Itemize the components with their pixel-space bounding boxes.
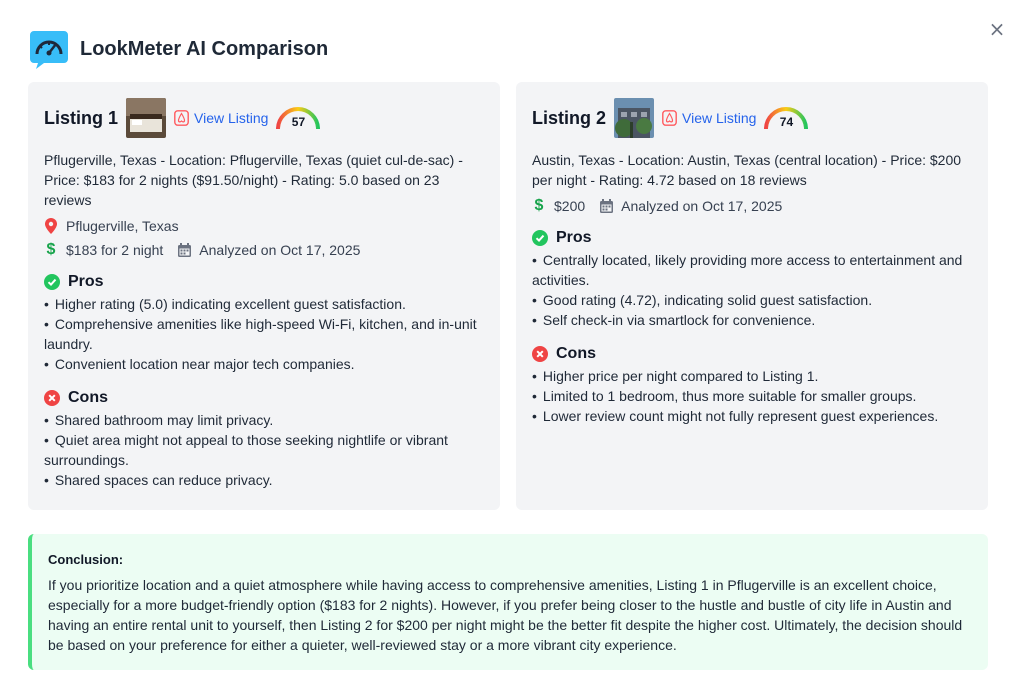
- cons-label: Cons: [68, 389, 108, 406]
- pros-list: Centrally located, likely providing more…: [532, 250, 972, 330]
- calendar-icon: [599, 198, 613, 214]
- gauge-arc-icon: [764, 107, 809, 130]
- dollar-icon: $: [46, 241, 56, 258]
- check-circle-icon: [44, 274, 60, 290]
- listing-price: $183 for 2 night: [66, 242, 164, 258]
- pros-label: Pros: [68, 273, 104, 290]
- listing-title: Listing 1: [44, 107, 119, 128]
- list-item: Self check-in via smartlock for convenie…: [532, 310, 972, 330]
- list-item: Lower review count might not fully repre…: [532, 406, 972, 426]
- calendar-icon: [177, 242, 191, 258]
- bedroom-photo-icon: [126, 98, 167, 138]
- cons-label: Cons: [556, 345, 596, 362]
- listing-price: $200: [554, 198, 586, 214]
- x-circle-icon: [44, 390, 60, 406]
- map-pin-icon: [44, 218, 58, 234]
- list-item: Comprehensive amenities like high-speed …: [44, 314, 484, 354]
- analyzed-date: Analyzed on Oct 17, 2025: [199, 242, 361, 258]
- score-gauge: 57: [274, 103, 322, 133]
- list-item: Convenient location near major tech comp…: [44, 354, 484, 374]
- listing-card-2: Listing 2 View Listing: [516, 82, 988, 510]
- pros-label: Pros: [556, 229, 592, 246]
- airbnb-icon: [174, 110, 189, 126]
- speedometer-logo-icon: [30, 31, 68, 69]
- list-item: Shared bathroom may limit privacy.: [44, 410, 484, 430]
- x-circle-icon: [532, 346, 548, 362]
- conclusion-text: If you prioritize location and a quiet a…: [48, 577, 963, 653]
- view-listing-link[interactable]: View Listing: [194, 110, 269, 126]
- list-item: Shared spaces can reduce privacy.: [44, 470, 484, 490]
- list-item: Good rating (4.72), indicating solid gue…: [532, 290, 972, 310]
- header: LookMeter AI Comparison: [30, 29, 328, 69]
- cons-heading: Cons: [44, 388, 484, 408]
- list-item: Limited to 1 bedroom, thus more suitable…: [532, 386, 972, 406]
- gauge-arc-icon: [276, 107, 321, 130]
- score-value: 74: [779, 115, 794, 129]
- listing-description: Austin, Texas - Location: Austin, Texas …: [532, 152, 962, 188]
- app-title: LookMeter AI Comparison: [80, 37, 329, 60]
- list-item: Higher price per night compared to Listi…: [532, 366, 972, 386]
- conclusion-heading: Conclusion:: [48, 552, 124, 567]
- listing-thumbnail[interactable]: [126, 98, 167, 138]
- list-item: Higher rating (5.0) indicating excellent…: [44, 294, 484, 314]
- airbnb-icon: [662, 110, 677, 126]
- building-photo-icon: [614, 98, 655, 138]
- cons-heading: Cons: [532, 344, 972, 364]
- list-item: Centrally located, likely providing more…: [532, 250, 972, 290]
- conclusion-panel: Conclusion: If you prioritize location a…: [28, 534, 988, 670]
- score-gauge: 74: [762, 103, 810, 133]
- score-value: 57: [291, 115, 306, 129]
- listing-description: Pflugerville, Texas - Location: Pflugerv…: [44, 152, 463, 208]
- list-item: Quiet area might not appeal to those see…: [44, 430, 484, 470]
- cons-list: Higher price per night compared to Listi…: [532, 366, 972, 426]
- dollar-icon: $: [534, 197, 544, 214]
- analyzed-date: Analyzed on Oct 17, 2025: [621, 198, 783, 214]
- pros-list: Higher rating (5.0) indicating excellent…: [44, 294, 484, 374]
- cons-list: Shared bathroom may limit privacy. Quiet…: [44, 410, 484, 490]
- listing-location: Pflugerville, Texas: [66, 218, 179, 234]
- listing-title: Listing 2: [532, 107, 607, 128]
- view-listing-link[interactable]: View Listing: [682, 110, 757, 126]
- listing-card-1: Listing 1 View Listing: [28, 82, 500, 510]
- pros-heading: Pros: [44, 272, 484, 292]
- listing-thumbnail[interactable]: [614, 98, 655, 138]
- close-button[interactable]: ×: [988, 17, 1006, 41]
- check-circle-icon: [532, 230, 548, 246]
- pros-heading: Pros: [532, 228, 972, 248]
